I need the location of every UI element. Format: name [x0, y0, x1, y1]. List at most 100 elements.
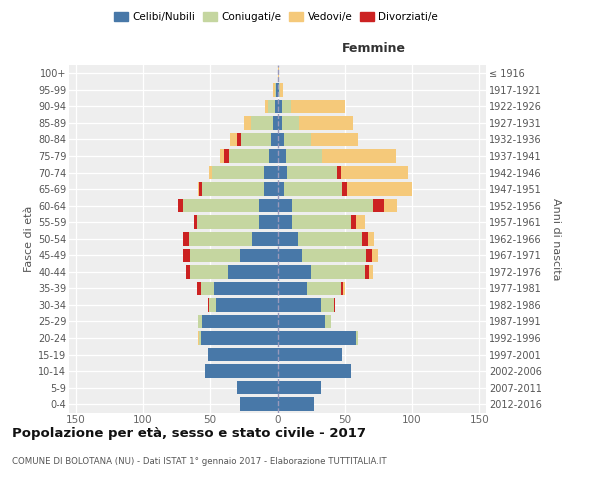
- Text: Femmine: Femmine: [341, 42, 406, 54]
- Bar: [277, 381, 320, 394]
- Bar: [286, 149, 322, 163]
- Bar: [198, 332, 199, 345]
- Bar: [274, 116, 277, 130]
- Bar: [271, 132, 277, 146]
- Bar: [277, 298, 320, 312]
- Bar: [277, 364, 352, 378]
- Bar: [198, 182, 199, 196]
- Bar: [237, 132, 241, 146]
- Bar: [269, 149, 277, 163]
- Bar: [209, 298, 215, 312]
- Bar: [201, 282, 214, 295]
- Bar: [291, 100, 345, 113]
- Bar: [265, 100, 268, 113]
- Bar: [281, 116, 299, 130]
- Bar: [277, 282, 307, 295]
- Bar: [277, 83, 279, 96]
- Bar: [311, 132, 358, 146]
- Bar: [240, 398, 277, 411]
- Bar: [279, 83, 280, 96]
- Bar: [365, 265, 369, 278]
- Bar: [277, 182, 284, 196]
- Bar: [280, 83, 283, 96]
- Bar: [325, 314, 331, 328]
- Text: Popolazione per età, sesso e stato civile - 2017: Popolazione per età, sesso e stato civil…: [12, 428, 366, 440]
- Bar: [202, 314, 277, 328]
- Bar: [259, 199, 277, 212]
- Bar: [281, 100, 291, 113]
- Bar: [202, 182, 264, 196]
- Bar: [299, 116, 353, 130]
- Bar: [259, 216, 277, 229]
- Bar: [184, 232, 189, 245]
- Bar: [208, 348, 277, 362]
- Bar: [194, 216, 197, 229]
- Bar: [276, 83, 277, 96]
- Bar: [322, 149, 396, 163]
- Bar: [264, 182, 277, 196]
- Bar: [241, 132, 271, 146]
- Bar: [277, 232, 298, 245]
- Bar: [209, 166, 212, 179]
- Bar: [369, 265, 373, 278]
- Bar: [199, 182, 202, 196]
- Bar: [362, 232, 368, 245]
- Bar: [277, 314, 325, 328]
- Bar: [287, 166, 337, 179]
- Bar: [214, 282, 277, 295]
- Bar: [366, 248, 371, 262]
- Bar: [307, 282, 341, 295]
- Bar: [197, 216, 259, 229]
- Bar: [184, 248, 190, 262]
- Bar: [292, 199, 373, 212]
- Bar: [277, 265, 311, 278]
- Y-axis label: Fasce di età: Fasce di età: [23, 206, 34, 272]
- Bar: [230, 132, 237, 146]
- Bar: [224, 149, 229, 163]
- Bar: [277, 348, 342, 362]
- Legend: Celibi/Nubili, Coniugati/e, Vedovi/e, Divorziati/e: Celibi/Nubili, Coniugati/e, Vedovi/e, Di…: [110, 8, 442, 26]
- Bar: [205, 364, 277, 378]
- Text: COMUNE DI BOLOTANA (NU) - Dati ISTAT 1° gennaio 2017 - Elaborazione TUTTITALIA.I: COMUNE DI BOLOTANA (NU) - Dati ISTAT 1° …: [12, 458, 386, 466]
- Bar: [208, 298, 209, 312]
- Bar: [320, 298, 334, 312]
- Bar: [251, 116, 274, 130]
- Bar: [277, 132, 284, 146]
- Bar: [284, 132, 311, 146]
- Bar: [373, 199, 384, 212]
- Y-axis label: Anni di nascita: Anni di nascita: [551, 198, 561, 280]
- Bar: [371, 248, 379, 262]
- Bar: [341, 282, 343, 295]
- Bar: [189, 232, 252, 245]
- Bar: [356, 332, 358, 345]
- Bar: [277, 116, 281, 130]
- Bar: [229, 149, 269, 163]
- Bar: [212, 166, 264, 179]
- Bar: [343, 282, 345, 295]
- Bar: [215, 298, 277, 312]
- Bar: [190, 265, 228, 278]
- Bar: [277, 149, 286, 163]
- Bar: [264, 166, 277, 179]
- Bar: [240, 248, 277, 262]
- Bar: [220, 149, 224, 163]
- Bar: [277, 248, 302, 262]
- Bar: [197, 282, 201, 295]
- Bar: [199, 332, 201, 345]
- Bar: [277, 199, 292, 212]
- Bar: [275, 100, 277, 113]
- Bar: [337, 166, 341, 179]
- Bar: [302, 248, 366, 262]
- Bar: [178, 199, 184, 212]
- Bar: [277, 216, 292, 229]
- Bar: [292, 216, 352, 229]
- Bar: [268, 100, 275, 113]
- Bar: [342, 182, 347, 196]
- Bar: [311, 265, 365, 278]
- Bar: [186, 265, 190, 278]
- Bar: [277, 166, 287, 179]
- Bar: [277, 100, 281, 113]
- Bar: [347, 182, 412, 196]
- Bar: [277, 66, 279, 80]
- Bar: [284, 182, 342, 196]
